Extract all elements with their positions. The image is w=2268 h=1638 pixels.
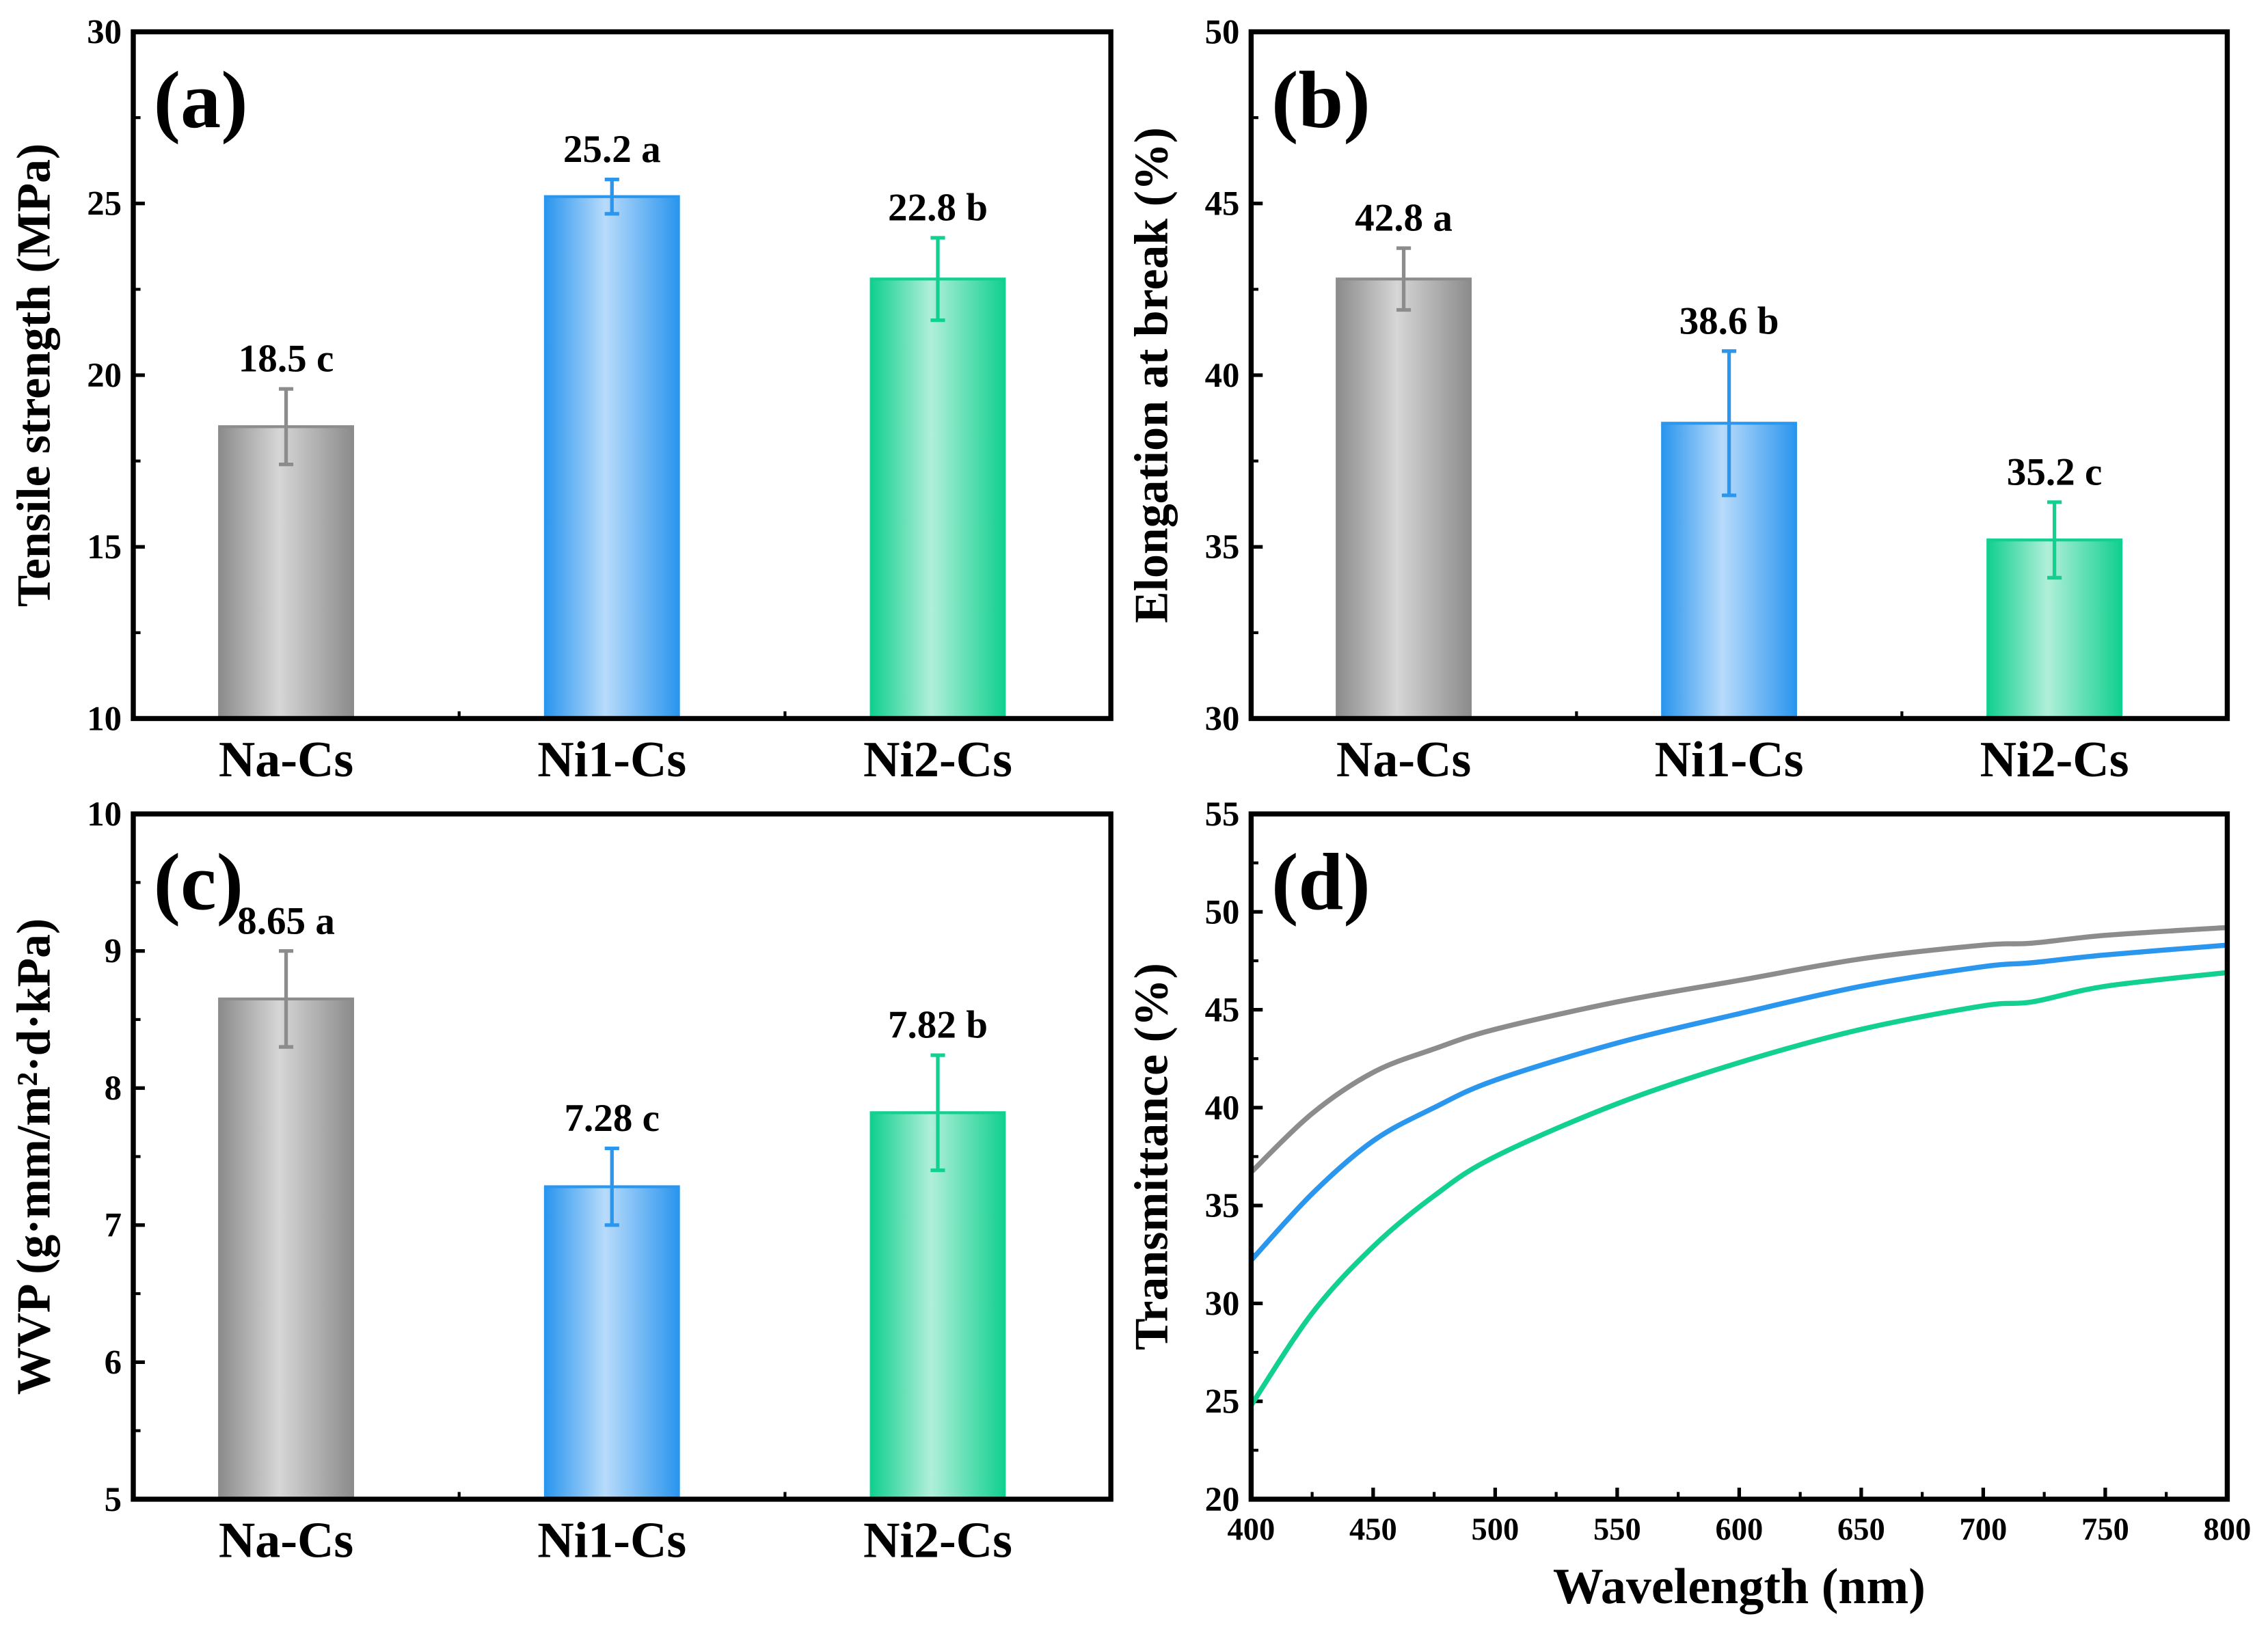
y-tick-label: 50 [1205,892,1240,931]
data-label: 42.8 a [1355,197,1453,240]
y-tick-label: 40 [1205,356,1240,394]
y-tick-label: 9 [105,932,122,970]
x-tick-label: 800 [2204,1512,2252,1547]
x-tick-label: 500 [1471,1512,1519,1547]
y-tick-label: 5 [105,1480,122,1518]
y-tick-label: 10 [87,699,122,737]
x-tick-label: Ni2-Cs [1980,732,2129,788]
x-tick-label: 400 [1227,1512,1275,1547]
plot-frame [1248,29,2230,722]
panel-d: 20 25 30 35 40 45 50 55 Transmittance (%) 400 450 5… [1126,795,2252,1615]
x-tick-label: Na-Cs [1336,732,1471,788]
y-tick-label: 45 [1205,185,1240,223]
y-tick-label: 50 [1205,12,1240,51]
y-axis-label: Transmittance (%) [1126,963,1178,1350]
data-label: 8.65 a [237,899,335,942]
x-tick-label: 550 [1593,1512,1641,1547]
y-tick-label: 30 [87,12,122,51]
y-tick-label: 8 [105,1069,122,1107]
y-axis-label: WVP (g·mm/m²·d·kPa) [8,918,60,1395]
bar-ni1-cs [543,195,680,720]
bar-na-cs [1336,277,1472,720]
plot-frame [1248,811,2230,1502]
data-label: 35.2 c [2007,451,2103,494]
series-line-na-cs [1249,925,2228,1175]
panel-b: 30 35 40 45 50 Elongation at break (%) 42.8 a N… [1126,12,2230,788]
x-tick-label: Ni2-Cs [863,732,1012,788]
y-tick-label: 30 [1205,699,1240,737]
y-tick-label: 35 [1205,528,1240,566]
data-label: 22.8 b [888,187,988,230]
y-tick-label: 55 [1205,795,1240,833]
x-tick-label: Ni1-Cs [1655,732,1804,788]
plot-frame [131,29,1113,722]
x-axis-label: Wavelength (nm) [1553,1559,1926,1615]
series-line-ni1-cs [1249,942,2228,1262]
y-tick-label: 40 [1205,1089,1240,1127]
x-tick-label: Na-Cs [219,1513,353,1569]
y-tick-label: 10 [87,795,122,833]
x-tick-label: 750 [2081,1512,2129,1547]
y-tick-label: 35 [1205,1186,1240,1225]
y-tick-label: 25 [1205,1382,1240,1421]
panel-label: (b) [1271,55,1371,145]
panel-a: 10 15 20 25 30 Tensile strength (MPa) 18.5 c Na… [8,12,1113,788]
x-tick-label: 700 [1960,1512,2008,1547]
data-label: 18.5 c [239,338,334,381]
plot-frame [131,811,1113,1502]
x-tick-label: 450 [1349,1512,1397,1547]
series-line-ni2-cs [1249,970,2228,1407]
x-tick-label: Ni1-Cs [537,1513,686,1569]
bar-ni2-cs [869,1111,1006,1501]
bar-ni1-cs [543,1185,680,1501]
x-tick-label: 600 [1715,1512,1763,1547]
panel-label: (c) [154,837,243,927]
y-tick-label: 30 [1205,1284,1240,1322]
x-tick-label: Na-Cs [219,732,353,788]
bar-na-cs [218,425,354,720]
y-tick-label: 20 [1205,1480,1240,1518]
y-tick-label: 7 [105,1206,122,1244]
data-label: 7.28 c [564,1097,660,1140]
x-tick-label: 650 [1837,1512,1885,1547]
y-tick-label: 25 [87,185,122,223]
data-label: 25.2 a [563,128,661,171]
panel-label: (a) [154,55,248,145]
bar-na-cs [218,997,354,1501]
y-tick-label: 15 [87,528,122,566]
x-tick-label: Ni1-Cs [537,732,686,788]
panel-c: 5 6 7 8 9 10 WVP (g·mm/m²·d·kPa) 8.65 a Na-Cs 7.2… [8,795,1113,1569]
panel-label: (d) [1271,837,1371,927]
y-tick-label: 45 [1205,991,1240,1029]
x-tick-label: Ni2-Cs [863,1513,1012,1569]
data-label: 7.82 b [888,1004,988,1047]
y-axis-label: Tensile strength (MPa) [8,144,60,608]
y-tick-label: 20 [87,356,122,394]
y-tick-label: 6 [105,1343,122,1381]
y-axis-label: Elongation at break (%) [1126,127,1178,623]
bar-ni2-cs [869,277,1006,720]
data-label: 38.6 b [1679,299,1779,342]
